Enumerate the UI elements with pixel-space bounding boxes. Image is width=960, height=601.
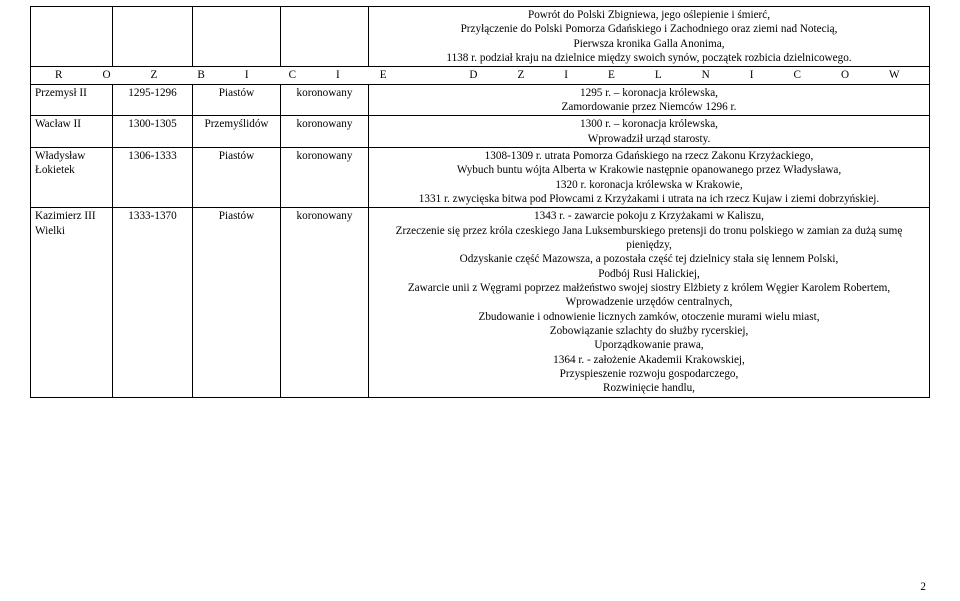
cell-status: koronowany bbox=[281, 116, 369, 148]
cell-status bbox=[281, 7, 369, 67]
cell-years: 1295-1296 bbox=[113, 84, 193, 116]
cell-ruler: Kazimierz III Wielki bbox=[31, 208, 113, 397]
cell-status: koronowany bbox=[281, 84, 369, 116]
table-row: Wacław II 1300-1305 Przemyślidów koronow… bbox=[31, 116, 930, 148]
cell-years: 1300-1305 bbox=[113, 116, 193, 148]
table-row: Kazimierz III Wielki 1333-1370 Piastów k… bbox=[31, 208, 930, 397]
table-row: Powrót do Polski Zbigniewa, jego oślepie… bbox=[31, 7, 930, 67]
cell-status: koronowany bbox=[281, 147, 369, 207]
cell-events: Powrót do Polski Zbigniewa, jego oślepie… bbox=[369, 7, 930, 67]
cell-dynasty bbox=[193, 7, 281, 67]
cell-events: 1295 r. – koronacja królewska,Zamordowan… bbox=[369, 84, 930, 116]
cell-status: koronowany bbox=[281, 208, 369, 397]
section-heading: ROZBICIE DZIELNICOWE bbox=[31, 67, 930, 84]
cell-events: 1343 r. - zawarcie pokoju z Krzyżakami w… bbox=[369, 208, 930, 397]
rulers-table: Powrót do Polski Zbigniewa, jego oślepie… bbox=[30, 6, 930, 398]
cell-ruler: Wacław II bbox=[31, 116, 113, 148]
cell-years: 1333-1370 bbox=[113, 208, 193, 397]
document-page: Powrót do Polski Zbigniewa, jego oślepie… bbox=[0, 0, 960, 601]
cell-events: 1300 r. – koronacja królewska,Wprowadził… bbox=[369, 116, 930, 148]
table-row: Władysław Łokietek 1306-1333 Piastów kor… bbox=[31, 147, 930, 207]
cell-ruler bbox=[31, 7, 113, 67]
cell-ruler: Przemysł II bbox=[31, 84, 113, 116]
cell-dynasty: Piastów bbox=[193, 84, 281, 116]
cell-events: 1308-1309 r. utrata Pomorza Gdańskiego n… bbox=[369, 147, 930, 207]
page-number: 2 bbox=[920, 581, 926, 593]
cell-years bbox=[113, 7, 193, 67]
cell-dynasty: Piastów bbox=[193, 208, 281, 397]
cell-dynasty: Przemyślidów bbox=[193, 116, 281, 148]
table-row: Przemysł II 1295-1296 Piastów koronowany… bbox=[31, 84, 930, 116]
cell-years: 1306-1333 bbox=[113, 147, 193, 207]
cell-dynasty: Piastów bbox=[193, 147, 281, 207]
cell-ruler: Władysław Łokietek bbox=[31, 147, 113, 207]
section-heading-row: ROZBICIE DZIELNICOWE bbox=[31, 67, 930, 84]
